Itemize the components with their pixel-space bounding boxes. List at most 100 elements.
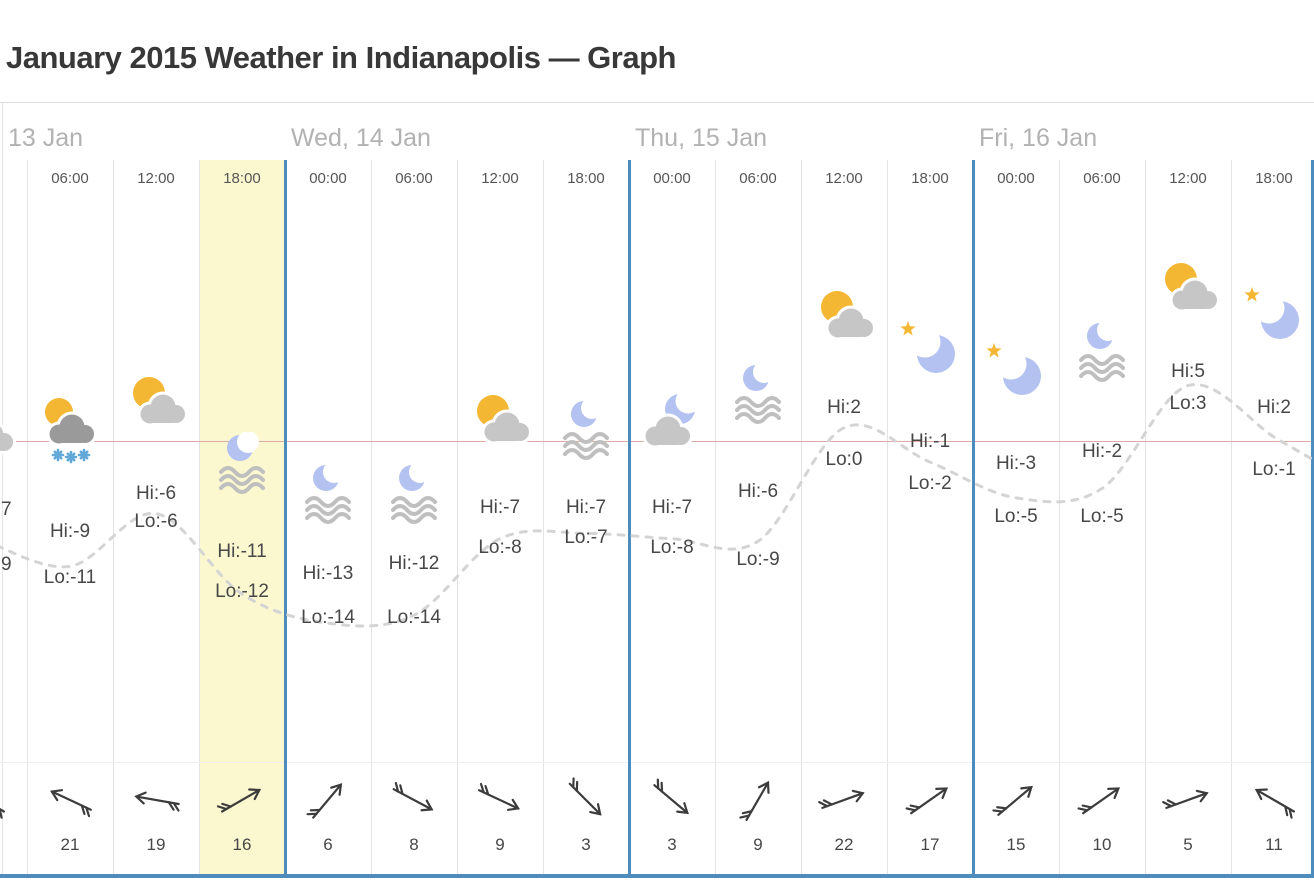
lo-temp-label: 9 (1, 554, 12, 575)
sun-cloud-icon (0, 422, 16, 454)
time-column[interactable]: 12:00 Hi:-7 Lo:-8 9 (457, 160, 543, 874)
wind-direction-arrow-icon (1235, 765, 1312, 835)
time-label: 18:00 (567, 170, 605, 187)
hi-temp-label: Hi:2 (827, 397, 861, 418)
lo-temp-label: Lo:-14 (301, 607, 355, 628)
time-label: 00:00 (653, 170, 691, 187)
hi-temp-label: Hi:-6 (135, 483, 177, 504)
wind-direction-arrow-icon (203, 765, 280, 835)
time-label: 18:00 (1255, 170, 1293, 187)
moon-cloud-icon (642, 388, 701, 449)
time-label: 12:00 (1169, 170, 1207, 187)
wind-direction-arrow-icon (121, 773, 192, 827)
wind-speed-label: 16 (232, 835, 252, 854)
time-label: 18:00 (911, 170, 949, 187)
lo-temp-label: Lo:-7 (564, 527, 608, 548)
time-column[interactable]: 18:00 Hi:-7 Lo:-7 3 (543, 160, 629, 874)
wind-direction-arrow-icon (977, 763, 1054, 838)
time-column[interactable]: 12:00 Hi:5 Lo:3 5 (1145, 160, 1231, 874)
time-column[interactable]: 00:00 Hi:-7 Lo:-8 3 (629, 160, 715, 874)
wind-speed-label: 19 (146, 835, 166, 854)
lo-temp-label: Lo:-12 (215, 581, 269, 602)
hi-temp-label: Hi:5 (1171, 361, 1205, 382)
time-column[interactable]: 00:00 Hi:-13 Lo:-14 6 (285, 160, 371, 874)
day-label: Fri, 16 Jan (979, 124, 1098, 152)
wind-direction-arrow-icon (462, 767, 539, 834)
lo-temp-label: Lo:-14 (387, 607, 441, 628)
time-column[interactable]: 18:00 Hi:-11 Lo:-12 16 (199, 160, 285, 874)
wind-speed-label: 22 (834, 835, 854, 854)
hi-temp-label: Hi:-1 (909, 431, 951, 452)
sun-cloud-icon (1165, 263, 1220, 313)
page-title: January 2015 Weather in Indianapolis — G… (6, 40, 676, 75)
lo-temp-label: Lo:-2 (908, 473, 952, 494)
chart-top-border (0, 102, 1314, 103)
moon-fog-icon (563, 398, 609, 460)
time-label: 18:00 (223, 170, 261, 187)
wind-direction-arrow-icon (291, 761, 366, 838)
wind-speed-label: 15 (1006, 835, 1026, 854)
moon-fog-icon (1079, 320, 1125, 382)
star-moon-icon (900, 321, 955, 373)
wind-direction-arrow-icon (1063, 764, 1141, 837)
time-column[interactable]: 06:00 Hi:-12 Lo:-14 8 (371, 160, 457, 874)
hi-temp-label: Hi:-9 (49, 521, 91, 542)
hi-temp-label: Hi:2 (1257, 397, 1291, 418)
lo-temp-label: Lo:0 (825, 449, 863, 470)
lo-temp-label: Lo:-1 (1252, 459, 1296, 480)
time-label: 12:00 (137, 170, 175, 187)
hi-temp-label: Hi:-12 (388, 553, 440, 574)
wind-speed-label: 17 (920, 835, 940, 854)
wind-speed-label: 10 (1092, 835, 1112, 854)
wind-direction-arrow-icon (548, 762, 624, 838)
hi-temp-label: Hi:-11 (217, 541, 267, 562)
time-column[interactable]: 18:00 Hi:-1 Lo:-2 17 (887, 160, 973, 874)
chart-bottom-bar (0, 874, 1314, 878)
time-label: 06:00 (739, 170, 777, 187)
wind-speed-label: 3 (581, 835, 591, 854)
lo-temp-label: Lo:-5 (994, 506, 1038, 527)
sun-cloud-icon (821, 291, 876, 341)
lo-temp-label: Lo:-9 (736, 549, 780, 570)
star-moon-icon (986, 343, 1041, 395)
wind-speed-label: 9 (495, 835, 505, 854)
moon-fog-icon (219, 432, 265, 494)
moon-fog-icon (391, 462, 437, 524)
lo-temp-label: Lo:-8 (478, 537, 522, 558)
lo-temp-label: Lo:-11 (43, 567, 97, 588)
lo-temp-label: Lo:-5 (1080, 506, 1124, 527)
time-column[interactable]: 06:00 Hi:-6 Lo:-9 9 (715, 160, 801, 874)
wind-speed-label: 5 (1183, 835, 1193, 854)
time-label: 06:00 (1083, 170, 1121, 187)
wind-speed-label: 8 (409, 835, 419, 854)
day-label: Thu, 15 Jan (635, 124, 768, 152)
sun-cloud-icon (133, 377, 188, 427)
time-column[interactable]: 06:00 Hi:-9 Lo:-11 21 (27, 160, 113, 874)
time-column[interactable]: 18:00 Hi:2 Lo:-1 11 (1231, 160, 1314, 874)
wind-section-separator (0, 762, 1314, 763)
moon-fog-icon (305, 462, 351, 524)
wind-direction-arrow-icon (633, 763, 710, 838)
time-column[interactable]: 00:00 Hi:-3 Lo:-5 15 (973, 160, 1059, 874)
hi-temp-label: Hi:-2 (1081, 441, 1123, 462)
sun-cloud-icon (477, 395, 532, 445)
hi-temp-label: Hi:-7 (565, 497, 607, 518)
time-column[interactable]: 12:00 Hi:-6 Lo:-6 19 (113, 160, 199, 874)
time-column[interactable]: 06:00 Hi:-2 Lo:-5 10 (1059, 160, 1145, 874)
wind-direction-arrow-icon (375, 766, 452, 835)
wind-direction-arrow-icon (0, 765, 23, 835)
time-label: 00:00 (997, 170, 1035, 187)
hi-temp-label: Hi:-3 (995, 453, 1037, 474)
time-column[interactable]: 12:00 Hi:2 Lo:0 22 (801, 160, 887, 874)
hi-temp-label: Hi:-7 (651, 497, 693, 518)
sun-cloud-snow-icon (45, 398, 97, 464)
wind-speed-label: 11 (1265, 835, 1283, 854)
wind-speed-label: 9 (753, 835, 763, 854)
moon-fog-icon (735, 362, 781, 424)
hi-temp-label: Hi:-13 (302, 563, 354, 584)
time-label: 06:00 (51, 170, 89, 187)
day-label: Wed, 14 Jan (291, 124, 431, 152)
